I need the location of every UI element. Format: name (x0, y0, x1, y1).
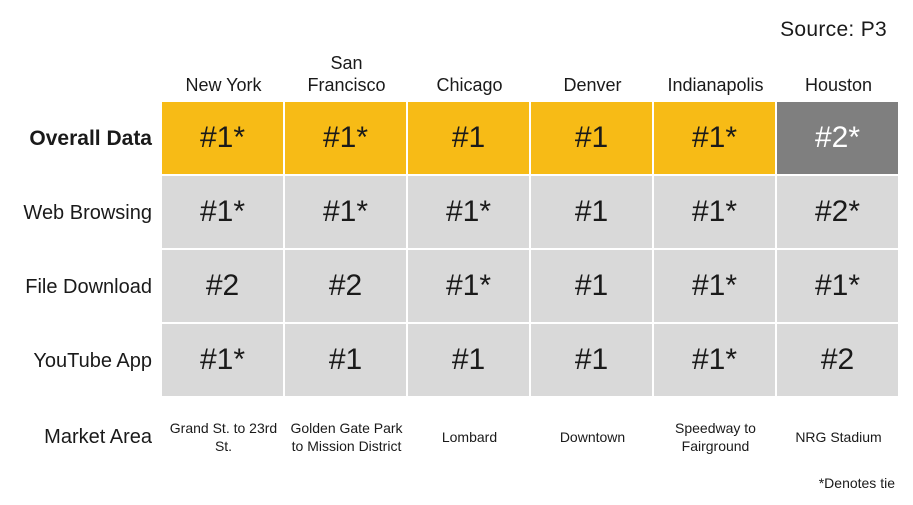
rank-cell: #1* (654, 176, 777, 250)
rank-cell: #2* (777, 102, 900, 176)
rank-cell: #1 (531, 324, 654, 398)
rank-cell: #2* (777, 176, 900, 250)
row-label-market-area: Market Area (44, 425, 152, 448)
rank-cell: #2 (285, 250, 408, 324)
row-label-youtube-app: YouTube App (33, 349, 152, 372)
row-label-file-download: File Download (25, 275, 152, 298)
rank-cell: #1* (654, 102, 777, 176)
rank-cell: #1* (777, 250, 900, 324)
row-label-web-browsing: Web Browsing (23, 201, 152, 224)
rank-cell: #2 (162, 250, 285, 324)
city-header: Denver (563, 75, 622, 95)
rank-cell: #1* (408, 176, 531, 250)
corner-spacer (0, 52, 162, 102)
market-area-cell: NRG Stadium (795, 429, 882, 445)
rank-cell: #1* (162, 102, 285, 176)
market-area-cell: Grand St. to 23rd St. (169, 420, 278, 454)
rank-cell: #1 (408, 324, 531, 398)
footnote: *Denotes tie (818, 475, 895, 491)
rank-cell: #1* (408, 250, 531, 324)
city-header: Houston (804, 75, 873, 95)
rank-cell: #1* (162, 176, 285, 250)
city-header: Chicago (436, 75, 503, 95)
rank-cell: #1 (531, 102, 654, 176)
rank-cell: #1* (654, 324, 777, 398)
market-area-cell: Lombard (441, 429, 498, 445)
rank-cell: #1 (531, 250, 654, 324)
city-header: Indianapolis (667, 75, 764, 95)
rank-cell: #1 (408, 102, 531, 176)
city-header: New York (185, 75, 262, 95)
market-area-cell: Downtown (559, 429, 626, 445)
rank-cell: #1* (285, 176, 408, 250)
market-area-cell: Golden Gate Park to Mission District (290, 420, 403, 454)
source-label: Source: P3 (780, 18, 887, 41)
city-header: San Francisco (307, 53, 386, 95)
rank-cell: #1 (285, 324, 408, 398)
rank-cell: #2 (777, 324, 900, 398)
rank-cell: #1 (531, 176, 654, 250)
rank-cell: #1* (285, 102, 408, 176)
row-label-overall-data: Overall Data (29, 127, 152, 150)
rank-cell: #1* (654, 250, 777, 324)
rankings-table: New York San Francisco Chicago Denver In… (0, 52, 900, 476)
market-area-cell: Speedway to Fairground (675, 420, 756, 454)
rank-cell: #1* (162, 324, 285, 398)
